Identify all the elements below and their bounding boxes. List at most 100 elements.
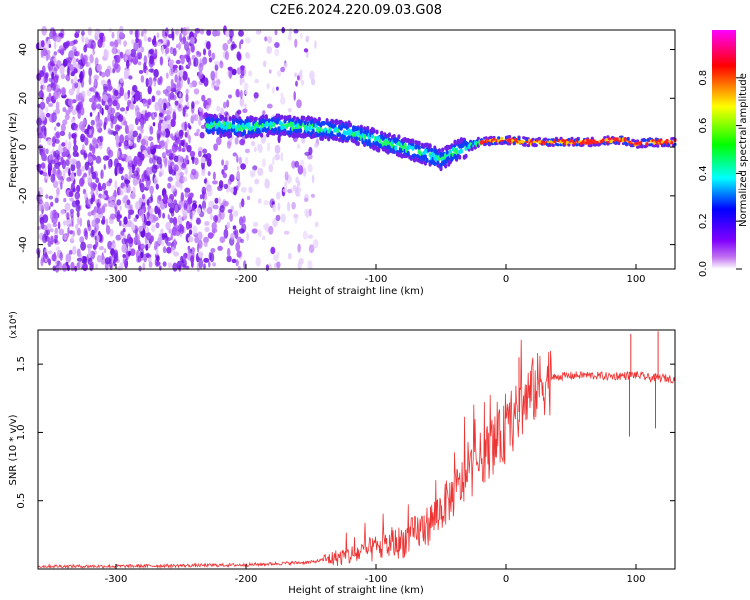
y-tick-label: -20 bbox=[18, 188, 29, 204]
heatmap-noise-cell bbox=[266, 46, 273, 54]
heatmap-noise-cell bbox=[235, 241, 241, 252]
heatmap-noise-cell bbox=[140, 118, 144, 126]
heatmap-noise-cell bbox=[206, 97, 212, 103]
heatmap-noise-cell bbox=[75, 204, 81, 213]
heatmap-noise-cell bbox=[122, 185, 128, 193]
heatmap-ridge-cell bbox=[656, 144, 660, 148]
heatmap-noise-cell bbox=[121, 175, 124, 181]
heatmap-noise-cell bbox=[304, 151, 311, 156]
heatmap-noise-cell bbox=[93, 211, 97, 221]
heatmap-noise-cell bbox=[227, 66, 233, 71]
x-tick-label: -300 bbox=[105, 274, 128, 285]
heatmap-noise-cell bbox=[76, 184, 81, 193]
heatmap-noise-cell bbox=[162, 261, 167, 267]
heatmap-ridge-cell bbox=[334, 118, 339, 124]
heatmap-ridge-cell bbox=[423, 154, 427, 160]
heatmap-noise-cell bbox=[72, 150, 79, 157]
heatmap-ridge-cell bbox=[590, 136, 594, 140]
heatmap-noise-cell bbox=[161, 240, 165, 247]
heatmap-noise-cell bbox=[137, 38, 141, 49]
heatmap-noise-cell bbox=[96, 207, 103, 215]
heatmap-noise-cell bbox=[128, 155, 132, 164]
heatmap-noise-cell bbox=[222, 172, 227, 179]
heatmap-noise-cell bbox=[188, 125, 192, 130]
heatmap-noise-cell bbox=[76, 211, 80, 218]
heatmap-noise-cell bbox=[88, 156, 93, 163]
heatmap-ridge-cell bbox=[575, 143, 579, 147]
heatmap-noise-cell bbox=[88, 97, 94, 103]
heatmap-noise-cell bbox=[54, 138, 60, 144]
heatmap-noise-cell bbox=[314, 40, 317, 50]
heatmap-noise-cell bbox=[45, 106, 49, 113]
heatmap-noise-cell bbox=[108, 219, 114, 224]
heatmap-noise-cell bbox=[89, 112, 93, 117]
heatmap-ridge-cell bbox=[445, 150, 449, 155]
heatmap-noise-cell bbox=[118, 220, 122, 227]
heatmap-noise-cell bbox=[261, 158, 267, 168]
heatmap-noise-cell bbox=[149, 185, 154, 195]
heatmap-noise-cell bbox=[153, 76, 157, 83]
heatmap-noise-cell bbox=[78, 178, 85, 186]
x-tick-label: 0 bbox=[503, 274, 509, 285]
heatmap-noise-cell bbox=[110, 113, 115, 122]
heatmap-noise-cell bbox=[60, 156, 64, 166]
heatmap-noise-cell bbox=[86, 219, 91, 228]
heatmap-ridge-cell bbox=[217, 126, 222, 132]
heatmap-noise-cell bbox=[189, 36, 195, 45]
heatmap-noise-cell bbox=[51, 236, 54, 245]
heatmap-ridge-cell bbox=[411, 138, 415, 144]
heatmap-noise-cell bbox=[270, 246, 276, 255]
heatmap-noise-cell bbox=[107, 159, 112, 170]
heatmap-noise-cell bbox=[287, 188, 292, 194]
heatmap-noise-cell bbox=[238, 156, 242, 165]
heatmap-noise-cell bbox=[230, 187, 234, 193]
heatmap-noise-cell bbox=[167, 182, 172, 189]
heatmap-ridge-cell bbox=[489, 135, 493, 139]
heatmap-noise-cell bbox=[101, 71, 106, 78]
heatmap-noise-cell bbox=[214, 215, 218, 224]
heatmap-ridge-cell bbox=[533, 140, 537, 144]
heatmap-ridge-cell bbox=[247, 122, 251, 127]
heatmap-noise-cell bbox=[95, 263, 98, 269]
heatmap-noise-cell bbox=[166, 246, 172, 254]
heatmap-noise-cell bbox=[231, 43, 237, 49]
heatmap-noise-cell bbox=[296, 180, 301, 187]
heatmap-noise-cell bbox=[128, 209, 135, 216]
heatmap-noise-cell bbox=[131, 39, 135, 45]
heatmap-noise-cell bbox=[161, 129, 167, 138]
heatmap-noise-cell bbox=[151, 95, 156, 103]
x-tick-label: -100 bbox=[365, 574, 388, 585]
heatmap-noise-cell bbox=[162, 246, 167, 254]
heatmap-noise-cell bbox=[157, 135, 160, 144]
heatmap-noise-cell bbox=[71, 109, 78, 116]
heatmap-noise-cell bbox=[184, 131, 188, 138]
heatmap-noise-cell bbox=[183, 202, 188, 211]
heatmap-noise-cell bbox=[275, 214, 281, 222]
heatmap-ridge-cell bbox=[227, 128, 231, 133]
heatmap-noise-cell bbox=[69, 208, 75, 214]
heatmap-noise-cell bbox=[54, 227, 59, 234]
heatmap-noise-cell bbox=[100, 170, 103, 179]
heatmap-noise-cell bbox=[179, 69, 184, 78]
heatmap-noise-cell bbox=[154, 241, 158, 251]
heatmap-noise-cell bbox=[113, 158, 119, 169]
heatmap-noise-cell bbox=[46, 86, 52, 93]
heatmap-noise-cell bbox=[180, 54, 185, 65]
snr-y-axis-label: SNR (10 * v/v) bbox=[8, 414, 19, 485]
heatmap-noise-cell bbox=[163, 193, 169, 204]
heatmap-noise-cell bbox=[149, 237, 153, 243]
heatmap-noise-cell bbox=[69, 64, 74, 72]
heatmap-noise-cell bbox=[103, 48, 108, 58]
heatmap-noise-cell bbox=[184, 121, 188, 131]
heatmap-noise-cell bbox=[264, 36, 268, 42]
heatmap-noise-cell bbox=[230, 232, 235, 240]
heatmap-noise-cell bbox=[90, 182, 97, 192]
heatmap-noise-cell bbox=[96, 213, 103, 219]
heatmap-ridge-cell bbox=[378, 138, 382, 144]
heatmap-noise-cell bbox=[269, 69, 272, 74]
heatmap-noise-cell bbox=[107, 82, 112, 92]
heatmap-noise-cell bbox=[182, 36, 187, 45]
heatmap-noise-cell bbox=[143, 35, 148, 42]
heatmap-noise-cell bbox=[166, 114, 171, 121]
heatmap-ridge-cell bbox=[464, 153, 468, 159]
